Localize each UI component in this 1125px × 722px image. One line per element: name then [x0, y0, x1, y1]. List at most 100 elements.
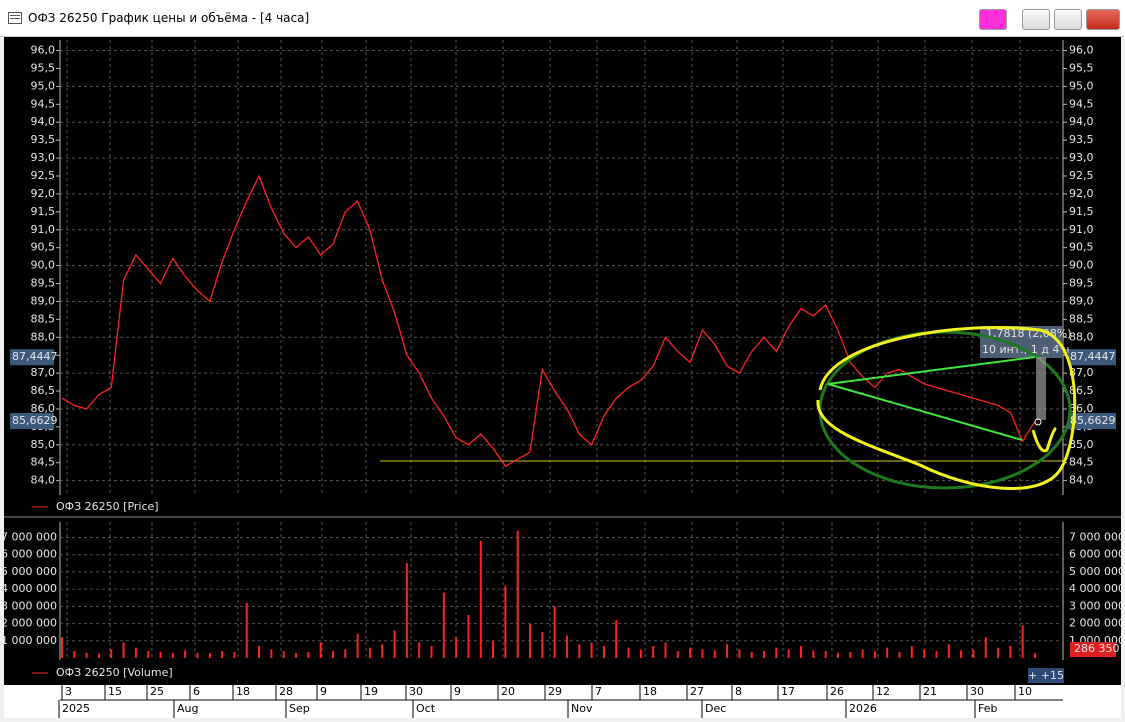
y-tick-label: 95,0: [1069, 79, 1094, 92]
volume-bar: [171, 652, 174, 658]
volume-bar: [516, 530, 519, 658]
volume-bar: [578, 644, 581, 658]
volume-bar: [676, 651, 679, 658]
y-tick-label: 93,5: [31, 133, 56, 146]
y-tick-label: 94,0: [31, 115, 56, 128]
y-tick-label: 96,0: [1069, 44, 1094, 57]
volume-bar: [356, 633, 359, 658]
y-tick-label: 93,0: [1069, 151, 1094, 164]
volume-bar: [947, 644, 950, 658]
volume-bar: [923, 649, 926, 658]
volume-bar: [910, 645, 913, 658]
volume-bar: [61, 637, 63, 658]
volume-bar: [997, 647, 1000, 658]
y-tick-label: 89,0: [1069, 294, 1094, 307]
time-axis-bg: [4, 685, 1121, 718]
y-tick-label: 5 000 000: [4, 565, 57, 578]
close-button[interactable]: [1086, 9, 1120, 30]
title-bar: ОФЗ 26250 График цены и объёма - [4 часа…: [0, 0, 1125, 37]
volume-bar: [258, 645, 261, 658]
volume-bar: [553, 606, 556, 658]
volume-bar: [1009, 645, 1012, 658]
day-label: 18: [643, 685, 657, 698]
day-label: 29: [548, 685, 562, 698]
day-label: 18: [236, 685, 250, 698]
day-label: 15: [108, 685, 122, 698]
volume-bar: [245, 602, 248, 658]
y-tick-label: 93,5: [1069, 133, 1094, 146]
chart-area: ОФЗ 26250 [Price] ОФЗ 26250 [Volume] + +…: [4, 37, 1121, 718]
y-tick-label: 96,0: [31, 44, 56, 57]
volume-bar: [492, 640, 495, 658]
volume-bar: [442, 592, 445, 658]
window-title: ОФЗ 26250 График цены и объёма - [4 часа…: [28, 11, 310, 25]
volume-bar: [701, 649, 704, 658]
minimize-button[interactable]: [1022, 9, 1050, 30]
volume-bar: [652, 645, 655, 658]
y-tick-label: 7 000 000: [4, 530, 57, 543]
link-button[interactable]: [979, 9, 1007, 30]
y-tick-label: 95,5: [1069, 61, 1094, 74]
volume-bar: [849, 651, 852, 658]
price-marker: [10, 413, 54, 430]
y-tick-label: 85,0: [1069, 438, 1094, 451]
volume-bar: [565, 635, 568, 658]
y-tick-label: 87,0: [1069, 366, 1094, 379]
day-label: 3: [65, 685, 72, 698]
zoom-label[interactable]: + +15: [1028, 669, 1064, 682]
y-tick-label: 90,5: [1069, 241, 1094, 254]
day-label: 7: [595, 685, 602, 698]
volume-bar: [381, 644, 384, 658]
volume-bar: [282, 651, 285, 658]
volume-bar: [368, 647, 371, 658]
y-tick-label: 5 000 000: [1069, 565, 1121, 578]
volume-bar: [467, 614, 470, 658]
y-tick-label: 92,5: [1069, 169, 1094, 182]
volume-legend: ОФЗ 26250 [Volume]: [56, 666, 173, 679]
volume-bar: [873, 651, 876, 658]
volume-bar: [331, 651, 334, 658]
y-tick-label: 2 000 000: [4, 617, 57, 630]
user-drawings: [816, 326, 1077, 490]
volume-bar: [529, 623, 532, 658]
volume-bar: [898, 651, 901, 658]
volume-bar: [664, 642, 667, 658]
price-marker: [10, 349, 54, 366]
month-label: Aug: [177, 702, 198, 715]
volume-bar: [307, 651, 310, 658]
day-label: 12: [876, 685, 890, 698]
zoom-box[interactable]: [1028, 668, 1064, 683]
y-tick-label: 89,5: [31, 277, 56, 290]
y-tick-label: 94,5: [1069, 97, 1094, 110]
day-label: 8: [735, 685, 742, 698]
y-tick-label: 4 000 000: [4, 582, 57, 595]
volume-bar: [208, 653, 211, 658]
y-tick-label: 94,0: [1069, 115, 1094, 128]
volume-bar: [1034, 653, 1036, 658]
y-tick-label: 88,0: [1069, 330, 1094, 343]
y-tick-label: 2 000 000: [1069, 617, 1121, 630]
y-tick-label: 92,0: [31, 187, 56, 200]
volume-bar: [73, 651, 76, 658]
volume-bar: [159, 651, 162, 658]
y-tick-label: 86,0: [31, 402, 56, 415]
y-tick-label: 7 000 000: [1069, 530, 1121, 543]
volume-bar: [344, 649, 347, 658]
day-label: 9: [320, 685, 327, 698]
last-volume-label: 286 350: [1074, 642, 1120, 655]
y-tick-label: 93,0: [31, 151, 56, 164]
volume-bar: [405, 563, 408, 658]
y-tick-label: 91,0: [1069, 223, 1094, 236]
volume-bar: [430, 645, 433, 658]
volume-bar: [295, 652, 298, 658]
day-label: 19: [364, 685, 378, 698]
y-tick-label: 6 000 000: [1069, 548, 1121, 561]
y-tick-label: 92,5: [31, 169, 56, 182]
maximize-button[interactable]: [1054, 9, 1082, 30]
volume-bar: [541, 632, 544, 658]
y-tick-label: 89,5: [1069, 277, 1094, 290]
volume-bar: [763, 651, 766, 658]
y-tick-label: 86,5: [31, 384, 56, 397]
trend-line: [827, 356, 1036, 385]
